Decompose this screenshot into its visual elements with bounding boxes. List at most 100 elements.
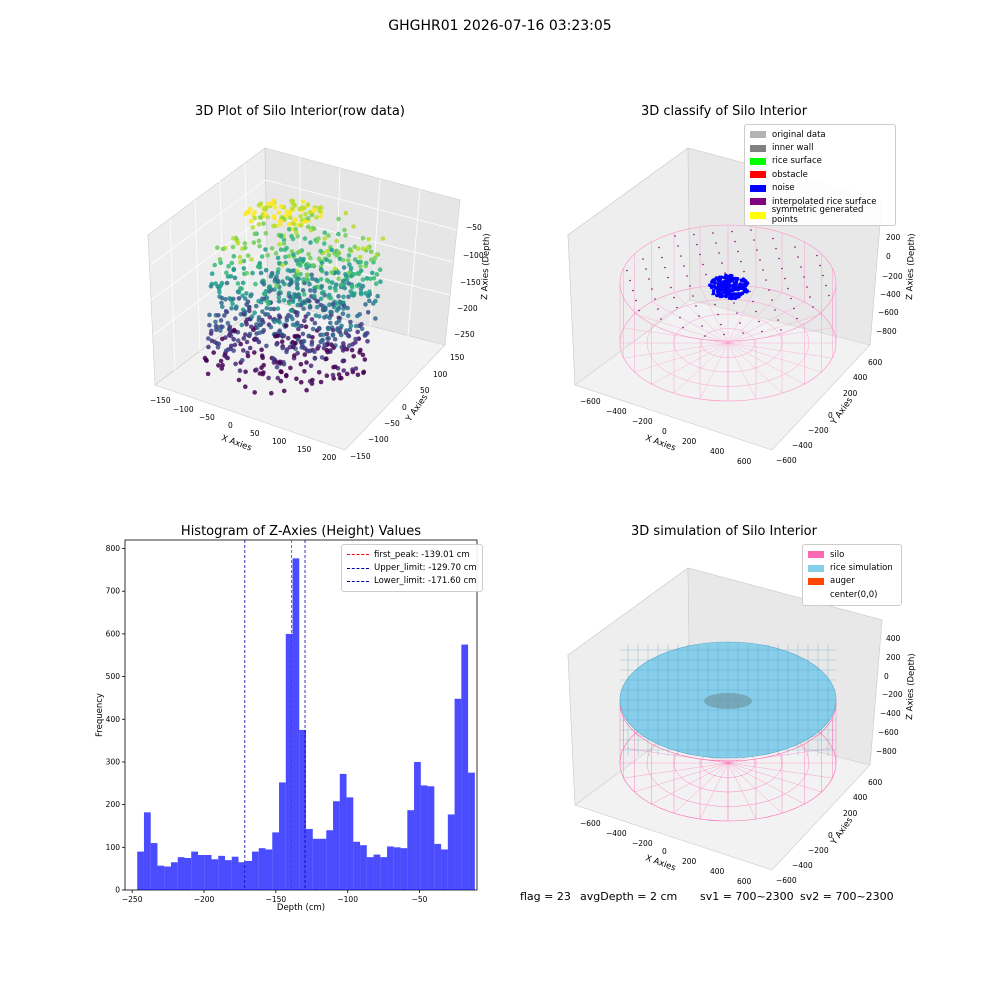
raw-point: [287, 300, 292, 306]
raw-point: [353, 323, 359, 329]
raw-point: [276, 295, 282, 300]
legend-label: obstacle: [772, 169, 808, 180]
svg-text:600: 600: [737, 457, 752, 466]
raw-point: [300, 344, 306, 350]
raw-point: [358, 290, 364, 295]
raw-point: [233, 361, 238, 367]
raw-point: [310, 276, 315, 281]
raw-point: [347, 247, 353, 252]
raw-point: [288, 209, 293, 215]
svg-text:−400: −400: [792, 861, 813, 870]
noise-point: [714, 286, 718, 290]
interpolated-point: [743, 270, 745, 273]
raw-point: [325, 336, 330, 341]
raw-point: [322, 315, 327, 320]
svg-text:−100: −100: [368, 435, 389, 444]
raw-point: [314, 304, 320, 310]
raw-point: [230, 244, 236, 250]
raw-point: [337, 299, 343, 305]
raw-point: [318, 379, 324, 385]
raw-point: [236, 290, 242, 295]
raw-point: [219, 300, 224, 306]
interpolated-point: [626, 269, 628, 272]
raw-point: [375, 293, 381, 299]
raw-point: [312, 320, 318, 326]
svg-text:−50: −50: [466, 223, 482, 232]
raw-point: [360, 246, 366, 251]
interpolated-point: [657, 308, 659, 310]
svg-text:600: 600: [737, 877, 752, 886]
raw-point: [225, 320, 231, 326]
histogram-bar: [258, 848, 266, 890]
interpolated-point: [698, 315, 700, 317]
classify-legend: original data inner wall rice surface ob…: [744, 124, 896, 226]
interpolated-point: [796, 317, 798, 320]
interpolated-point: [720, 323, 722, 326]
raw-point: [226, 264, 231, 269]
raw-point: [358, 259, 364, 265]
raw-point: [272, 319, 277, 325]
noise-point: [732, 292, 737, 296]
raw-point: [340, 358, 346, 364]
raw-point: [263, 212, 268, 217]
raw-point: [292, 218, 298, 223]
noise-point: [715, 293, 719, 298]
interpolated-point: [632, 289, 634, 292]
raw-point: [218, 260, 223, 266]
silo-spoke: [623, 342, 729, 359]
histogram-bar: [292, 558, 300, 890]
histogram-bar: [366, 857, 374, 890]
raw-point: [276, 299, 282, 304]
noise-point: [711, 291, 716, 296]
raw-point: [320, 337, 325, 343]
noise-point: [728, 288, 732, 293]
raw-point: [336, 276, 341, 282]
raw-point: [364, 260, 369, 266]
raw-point: [347, 327, 353, 332]
noise-point: [722, 287, 727, 292]
raw-point: [243, 296, 248, 301]
raw-point: [219, 324, 224, 330]
raw-point: [240, 358, 245, 363]
raw-point: [357, 350, 362, 355]
svg-text:−800: −800: [876, 747, 897, 756]
raw-point: [327, 285, 333, 291]
raw-point: [233, 316, 238, 321]
raw-point: [380, 236, 386, 241]
noise-point: [743, 279, 747, 283]
raw-point: [216, 313, 221, 318]
classify-silo-wireframe: [619, 224, 837, 402]
histogram-y-label: Frequency: [95, 693, 105, 737]
histogram-bar: [164, 866, 171, 890]
interpolated-point: [673, 296, 675, 299]
histogram-bar: [414, 761, 421, 890]
raw-point: [253, 281, 258, 287]
raw-point: [348, 319, 353, 325]
raw-point: [301, 205, 307, 211]
raw-point: [244, 270, 250, 276]
histogram-bar: [360, 845, 367, 890]
interpolated-point: [809, 296, 811, 298]
legend-swatch: [750, 144, 766, 152]
footer-avg-depth: avgDepth = 2 cm: [580, 890, 678, 903]
raw-point: [273, 223, 278, 229]
raw-point: [224, 280, 230, 286]
raw-point: [286, 227, 292, 232]
raw-point: [256, 203, 262, 208]
raw-point: [305, 202, 311, 207]
interpolated-point: [686, 275, 688, 277]
noise-point: [724, 273, 728, 278]
histogram-bar: [454, 698, 462, 890]
raw-point: [265, 201, 271, 207]
raw-point: [275, 306, 281, 311]
interpolated-point: [797, 256, 799, 258]
y-tick-label: 0: [115, 886, 120, 895]
interpolated-point: [780, 329, 782, 331]
raw-point: [360, 277, 366, 282]
raw-point: [292, 203, 298, 208]
raw-point: [300, 288, 306, 293]
noise-point: [710, 280, 714, 284]
raw-point: [314, 215, 319, 220]
interpolated-point: [660, 318, 662, 320]
raw-point: [245, 353, 251, 359]
